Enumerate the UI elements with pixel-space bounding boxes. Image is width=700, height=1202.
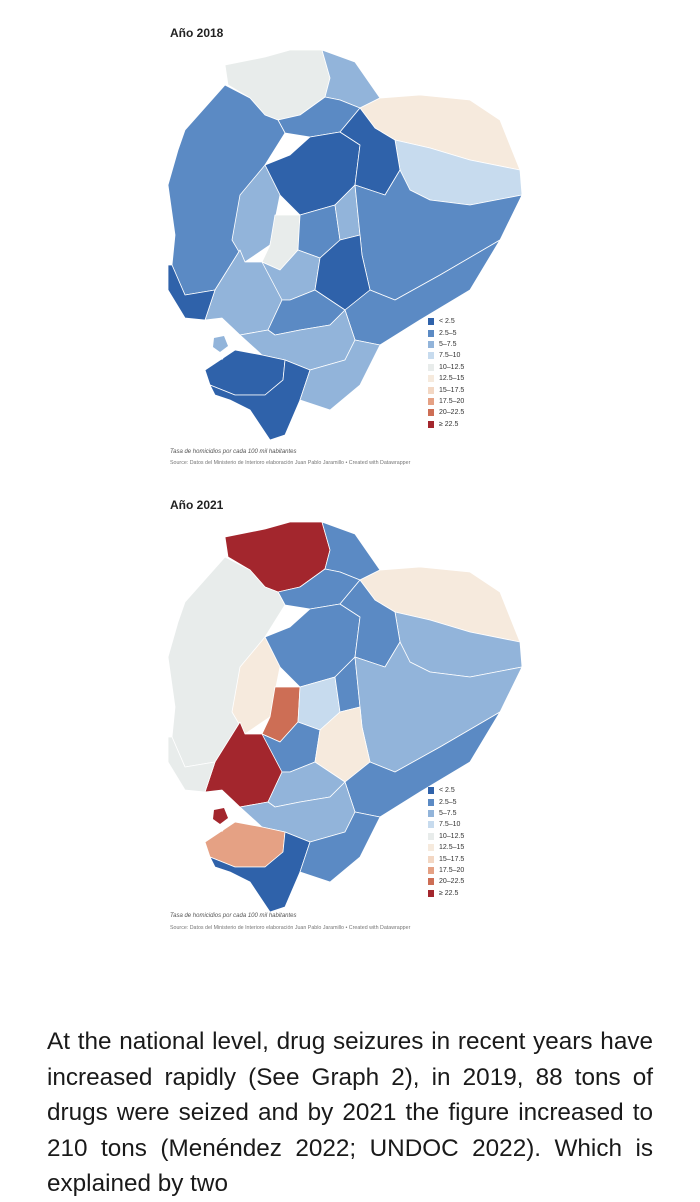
legend-item: < 2.5 bbox=[428, 785, 508, 796]
legend-item: 7.5–10 bbox=[428, 819, 508, 830]
legend-item: 20–22.5 bbox=[428, 876, 508, 887]
map-source: Source: Datos del Ministerio de Interior… bbox=[170, 925, 411, 931]
legend-label: 2.5–5 bbox=[439, 329, 457, 337]
legend-item: 17.5–20 bbox=[428, 396, 508, 407]
legend-label: 20–22.5 bbox=[439, 409, 465, 417]
legend-item: ≥ 22.5 bbox=[428, 888, 508, 899]
legend-swatch bbox=[428, 329, 434, 337]
legend-swatch bbox=[428, 821, 434, 829]
legend-item: 15–17.5 bbox=[428, 853, 508, 864]
map-caption: Tasa de homicidios por cada 100 mil habi… bbox=[170, 449, 297, 455]
legend-swatch bbox=[428, 363, 434, 371]
legend-item: 20–22.5 bbox=[428, 407, 508, 418]
legend-label: ≥ 22.5 bbox=[439, 889, 459, 897]
legend-label: 5–7.5 bbox=[439, 340, 457, 348]
legend-swatch bbox=[428, 340, 434, 348]
legend-label: 12.5–15 bbox=[439, 375, 465, 383]
map-title: Año 2021 bbox=[170, 498, 224, 512]
province-zamora bbox=[299, 339, 381, 411]
legend-item: 12.5–15 bbox=[428, 842, 508, 853]
legend-label: < 2.5 bbox=[439, 787, 455, 795]
ecuador-choropleth-map bbox=[167, 49, 523, 441]
legend-swatch bbox=[428, 420, 434, 428]
legend-swatch bbox=[428, 866, 434, 874]
map-source: Source: Datos del Ministerio de Interior… bbox=[170, 460, 411, 466]
legend-label: 20–22.5 bbox=[439, 878, 465, 886]
legend-item: 17.5–20 bbox=[428, 865, 508, 876]
legend-item: 15–17.5 bbox=[428, 384, 508, 395]
legend-swatch bbox=[428, 409, 434, 417]
province-santa-elena bbox=[167, 264, 216, 321]
body-paragraph: At the national level, drug seizures in … bbox=[47, 1028, 653, 1197]
legend-swatch bbox=[428, 878, 434, 886]
legend-label: 5–7.5 bbox=[439, 809, 457, 817]
ecuador-choropleth-map bbox=[167, 521, 523, 913]
legend-item: 2.5–5 bbox=[428, 796, 508, 807]
legend-swatch bbox=[428, 889, 434, 897]
puna-island bbox=[213, 808, 228, 824]
legend-swatch bbox=[428, 352, 434, 360]
legend-swatch bbox=[428, 798, 434, 806]
legend-swatch bbox=[428, 386, 434, 394]
legend-label: 10–12.5 bbox=[439, 363, 465, 371]
legend-label: 17.5–20 bbox=[439, 866, 465, 874]
legend-label: 2.5–5 bbox=[439, 798, 457, 806]
legend-item: 5–7.5 bbox=[428, 808, 508, 819]
legend-item: 10–12.5 bbox=[428, 362, 508, 373]
legend-label: 15–17.5 bbox=[439, 386, 465, 394]
province-zamora bbox=[299, 811, 381, 883]
legend-label: ≥ 22.5 bbox=[439, 420, 459, 428]
legend-label: 7.5–10 bbox=[439, 821, 461, 829]
legend-swatch bbox=[428, 318, 434, 326]
province-santa-elena bbox=[167, 736, 216, 793]
map-title: Año 2018 bbox=[170, 26, 224, 40]
legend-label: 15–17.5 bbox=[439, 855, 465, 863]
legend-item: ≥ 22.5 bbox=[428, 419, 508, 430]
map-caption: Tasa de homicidios por cada 100 mil habi… bbox=[170, 913, 297, 919]
legend-swatch bbox=[428, 844, 434, 852]
legend-item: 2.5–5 bbox=[428, 327, 508, 338]
legend-swatch bbox=[428, 809, 434, 817]
legend-label: 12.5–15 bbox=[439, 844, 465, 852]
legend-swatch bbox=[428, 375, 434, 383]
legend-swatch bbox=[428, 787, 434, 795]
legend-label: 7.5–10 bbox=[439, 352, 461, 360]
legend-label: < 2.5 bbox=[439, 318, 455, 326]
legend-swatch bbox=[428, 855, 434, 863]
legend-swatch bbox=[428, 397, 434, 405]
legend-item: 5–7.5 bbox=[428, 339, 508, 350]
legend-item: 7.5–10 bbox=[428, 350, 508, 361]
puna-island bbox=[213, 336, 228, 352]
legend-item: 10–12.5 bbox=[428, 831, 508, 842]
map-legend: < 2.5 2.5–5 5–7.5 7.5–10 10–12.5 12.5–15 15–17… bbox=[428, 316, 508, 430]
legend-swatch bbox=[428, 832, 434, 840]
legend-item: < 2.5 bbox=[428, 316, 508, 327]
legend-item: 12.5–15 bbox=[428, 373, 508, 384]
legend-label: 17.5–20 bbox=[439, 397, 465, 405]
legend-label: 10–12.5 bbox=[439, 832, 465, 840]
map-legend: < 2.5 2.5–5 5–7.5 7.5–10 10–12.5 12.5–15 15–17… bbox=[428, 785, 508, 899]
